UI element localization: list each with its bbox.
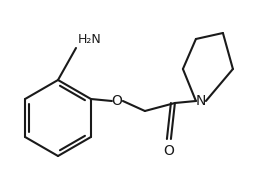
Text: N: N — [195, 94, 205, 108]
Text: O: O — [111, 94, 122, 108]
Text: H₂N: H₂N — [78, 33, 101, 46]
Text: O: O — [163, 144, 174, 158]
